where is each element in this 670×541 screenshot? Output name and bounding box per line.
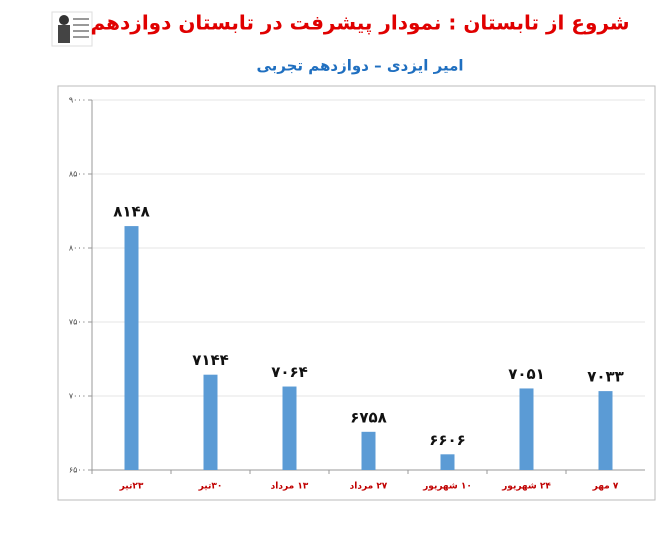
logo-line — [73, 30, 89, 32]
y-tick-label: ۸۰۰۰ — [69, 244, 86, 253]
x-tick-label: ۲۳تیر — [119, 482, 144, 492]
x-tick-label: ۲۷ مرداد — [350, 482, 388, 492]
y-tick-label: ۶۵۰۰ — [69, 466, 86, 475]
y-tick-label: ۹۰۰۰ — [69, 96, 86, 105]
bar — [282, 386, 297, 470]
x-tick-label: ۳۰تیر — [198, 482, 223, 492]
x-tick-label: ۷ مهر — [592, 482, 619, 492]
logo-line — [73, 36, 89, 38]
logo-line — [73, 18, 89, 20]
x-tick-label: ۱۰ شهریور — [422, 482, 472, 492]
value-label: ۶۶۰۶ — [429, 431, 466, 449]
logo — [51, 11, 93, 47]
chart-subtitle: امیر ایزدی – دوازدهم تجربی — [256, 57, 463, 75]
chart-frame — [57, 85, 656, 501]
value-label: ۷۱۴۴ — [192, 351, 229, 369]
bar — [440, 454, 455, 470]
y-tick-label: ۸۵۰۰ — [69, 170, 86, 179]
x-tick-label: ۱۳ مرداد — [271, 482, 309, 492]
y-tick-label: ۷۵۰۰ — [69, 318, 86, 327]
chart-title: شروع از تابستان : نمودار پیشرفت در تابست… — [90, 11, 629, 36]
bar — [203, 374, 218, 470]
value-label: ۷۰۵۱ — [508, 365, 545, 383]
value-label: ۸۱۴۸ — [113, 203, 150, 221]
logo-line — [73, 24, 89, 26]
logo-body — [58, 25, 70, 43]
y-tick-label: ۷۰۰۰ — [69, 392, 86, 401]
value-label: ۷۰۳۳ — [587, 368, 624, 386]
value-label: ۶۷۵۸ — [350, 408, 387, 426]
bar — [519, 388, 534, 470]
bar — [598, 391, 613, 470]
logo-head — [59, 15, 69, 25]
value-label: ۷۰۶۴ — [271, 363, 308, 381]
bar — [361, 431, 376, 470]
x-tick-label: ۲۴ شهریور — [501, 482, 551, 492]
bar — [124, 226, 139, 470]
